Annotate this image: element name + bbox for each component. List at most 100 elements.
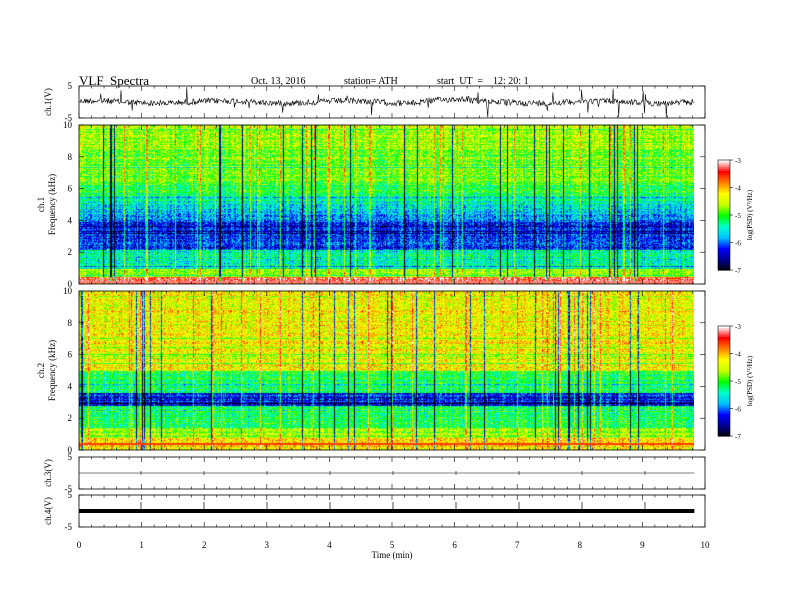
- ch1-spectrogram-colorbar-cell: [718, 176, 730, 179]
- ch1-spectrogram-colorbar-cell: [718, 264, 730, 267]
- ch2-spectrogram-colorbar-cell: [718, 362, 730, 366]
- y-tick-label: 5: [68, 490, 73, 500]
- y-tick-label: 6: [68, 184, 73, 194]
- ch1-spectrogram-colorbar-cell: [718, 229, 730, 233]
- ch1-spectrogram-colorbar-cell: [718, 231, 730, 234]
- ch3-voltage-ylabel: ch.3(V): [43, 459, 53, 487]
- ch1-spectrogram-colorbar-cell: [718, 233, 730, 236]
- ch2-spectrogram-colorbar-cell: [718, 414, 730, 417]
- y-tick-label: 2: [68, 413, 73, 423]
- x-axis-label: Time (min): [372, 550, 413, 560]
- start-ut-label: start UT = 12: 20: 1: [437, 76, 529, 87]
- ch1-spectrogram-colorbar-cell: [718, 235, 730, 238]
- ch2-spectrogram-colorbar-cell: [718, 430, 730, 433]
- ch1-spectrogram-colorbar-cell: [718, 172, 730, 176]
- ch2-spectrogram-colorbar-cell: [718, 355, 730, 358]
- ch2-spectrogram-colorbar-cell: [718, 329, 730, 333]
- ch2-spectrogram-colorbar-cell: [718, 371, 730, 375]
- ch2-spectrogram-colorbar-cell: [718, 327, 730, 331]
- ch2-spectrogram-colorbar-cell: [718, 401, 730, 404]
- ch1-spectrogram-colorbar-label: log(PSD) (V²/Hz): [746, 189, 754, 240]
- y-tick-label: 5: [68, 81, 73, 91]
- ch2-spectrogram-colorbar-cell: [718, 348, 730, 351]
- ch1-spectrogram-colorbar-cell: [718, 238, 730, 242]
- ch2-spectrogram-colorbar-cell: [718, 390, 730, 393]
- colorbar-tick-label: -5: [735, 212, 741, 220]
- ch1-spectrogram-colorbar-cell: [718, 185, 730, 189]
- ch1-voltage-ylabel: ch.1(V): [43, 88, 53, 116]
- x-tick-label: 10: [701, 540, 711, 550]
- ch1-spectrogram-colorbar-cell: [718, 257, 730, 260]
- y-tick-label: 4: [68, 381, 73, 391]
- x-tick-label: 0: [77, 540, 82, 550]
- ch1-spectrogram-colorbar-cell: [718, 194, 730, 198]
- ch2-spectrogram-colorbar-cell: [718, 384, 730, 388]
- y-tick-label: 0: [68, 445, 73, 455]
- ch2-spectrogram-colorbar-cell: [718, 419, 730, 422]
- ch1-spectrogram-colorbar-cell: [718, 193, 730, 196]
- ch2-spectrogram-colorbar-cell: [718, 340, 730, 344]
- ch2-spectrogram-colorbar-cell: [718, 421, 730, 424]
- ch2-spectrogram-colorbar-cell: [718, 415, 730, 419]
- station-label: station= ATH: [344, 76, 398, 87]
- y-tick-label: 6: [68, 350, 73, 360]
- x-tick-label: 1: [139, 540, 144, 550]
- ch2-spectrogram-colorbar-cell: [718, 379, 730, 382]
- ch2-spectrogram-colorbar-cell: [718, 406, 730, 410]
- ch2-spectrogram-colorbar-cell: [718, 366, 730, 369]
- ch1-spectrogram-colorbar-cell: [718, 161, 730, 165]
- ch2-spectrogram-colorbar-cell: [718, 382, 730, 386]
- ch1-spectrogram-colorbar-cell: [718, 218, 730, 222]
- ch1-spectrogram-colorbar-cell: [718, 249, 730, 253]
- ch1-spectrogram-colorbar-cell: [718, 222, 730, 225]
- ch1-spectrogram-colorbar-cell: [718, 255, 730, 258]
- figure-title: VLF Spectra: [79, 73, 150, 88]
- ch1-spectrogram-colorbar-cell: [718, 202, 730, 205]
- ch1-spectrogram-colorbar-cell: [718, 180, 730, 183]
- ch1-spectrogram-colorbar-cell: [718, 163, 730, 167]
- ch2-spectrogram-colorbar-cell: [718, 338, 730, 342]
- ch1-spectrogram-colorbar-cell: [718, 237, 730, 240]
- ch1-spectrogram-colorbar-cell: [718, 191, 730, 194]
- ch1-spectrogram-colorbar-cell: [718, 226, 730, 229]
- ch2-spectrogram-channel-label: ch.2: [36, 363, 46, 378]
- ch2-spectrogram-colorbar-cell: [718, 333, 730, 336]
- ch1-spectrogram-image: [79, 125, 694, 284]
- ch1-spectrogram-channel-label: ch.1: [36, 197, 46, 212]
- ch2-spectrogram-colorbar-cell: [718, 370, 730, 373]
- ch1-spectrogram-colorbar-cell: [718, 244, 730, 247]
- ch1-spectrogram-colorbar-cell: [718, 251, 730, 255]
- ch1-spectrogram-colorbar-cell: [718, 260, 730, 264]
- colorbar-tick-label: -7: [735, 267, 741, 275]
- ch2-spectrogram-colorbar-cell: [718, 326, 730, 329]
- ch1-spectrogram-colorbar-cell: [718, 224, 730, 227]
- x-tick-label: 3: [265, 540, 270, 550]
- ch1-spectrogram-colorbar-cell: [718, 187, 730, 190]
- ch1-spectrogram-colorbar-cell: [718, 183, 730, 187]
- x-tick-label: 6: [452, 540, 457, 550]
- ch1-spectrogram-colorbar-cell: [718, 182, 730, 185]
- y-tick-label: 2: [68, 247, 73, 257]
- ch1-spectrogram-colorbar-cell: [718, 268, 730, 271]
- ch2-spectrogram-colorbar-cell: [718, 364, 730, 367]
- colorbar-tick-label: -4: [735, 185, 741, 193]
- ch2-spectrogram-colorbar-cell: [718, 412, 730, 415]
- ch2-spectrogram-colorbar-cell: [718, 428, 730, 432]
- ch1-spectrogram-colorbar-cell: [718, 262, 730, 266]
- ch2-spectrogram-colorbar-cell: [718, 351, 730, 355]
- ch1-spectrogram-colorbar-cell: [718, 259, 730, 262]
- ch1-spectrogram-colorbar-cell: [718, 240, 730, 244]
- ch1-spectrogram-colorbar-cell: [718, 207, 730, 211]
- ch2-spectrogram-colorbar-cell: [718, 393, 730, 397]
- colorbar-tick-label: -6: [735, 240, 741, 248]
- y-tick-label: 0: [68, 279, 73, 289]
- ch1-spectrogram-colorbar-cell: [718, 174, 730, 178]
- ch2-spectrogram-colorbar-cell: [718, 368, 730, 371]
- ch1-spectrogram-colorbar-cell: [718, 242, 730, 245]
- ch1-spectrogram-colorbar-cell: [718, 246, 730, 249]
- ch1-spectrogram-colorbar-cell: [718, 211, 730, 214]
- ch4-voltage-ylabel: ch.4(V): [43, 497, 53, 525]
- ch1-spectrogram-colorbar-cell: [718, 248, 730, 251]
- ch2-spectrogram-colorbar-cell: [718, 335, 730, 338]
